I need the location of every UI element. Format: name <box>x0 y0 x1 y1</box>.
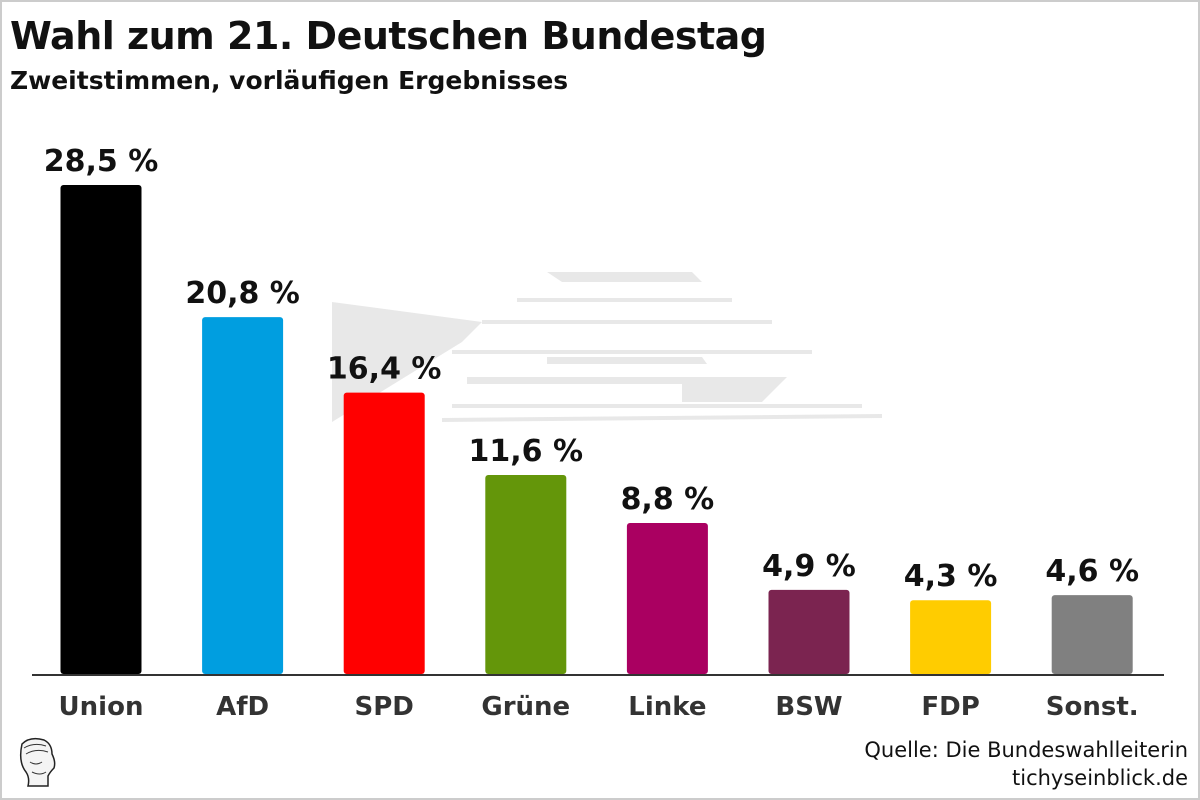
data-label: 4,9 % <box>762 549 856 584</box>
category-label: Linke <box>628 692 706 722</box>
category-label: SPD <box>355 692 414 722</box>
category-label: BSW <box>775 692 842 722</box>
bar-sonst <box>1051 595 1133 674</box>
data-label: 4,6 % <box>1045 554 1139 589</box>
bar-fdp <box>910 600 992 674</box>
chart-title: Wahl zum 21. Deutschen Bundestag <box>10 14 767 58</box>
data-label: 8,8 % <box>621 482 715 517</box>
hermes-head-logo-icon <box>12 732 62 792</box>
data-label: 4,3 % <box>904 559 998 594</box>
bar-grüne <box>485 474 567 674</box>
category-label: FDP <box>921 692 979 722</box>
source-note: Quelle: Die Bundeswahlleiterin tichysein… <box>864 736 1188 792</box>
category-label: Grüne <box>481 692 570 722</box>
bar-union <box>60 185 142 674</box>
data-label: 16,4 % <box>327 352 442 387</box>
data-label: 20,8 % <box>185 276 300 311</box>
background-watermark <box>332 272 882 422</box>
data-label: 11,6 % <box>469 434 584 469</box>
chart-subtitle: Zweitstimmen, vorläufigen Ergebnisses <box>10 66 569 95</box>
bar-bsw <box>768 589 850 674</box>
bar-afd <box>202 317 284 674</box>
bar-spd <box>343 392 425 674</box>
category-label: Union <box>59 692 144 722</box>
site-text: tichyseinblick.de <box>1012 766 1188 790</box>
source-text: Quelle: Die Bundeswahlleiterin <box>864 738 1188 762</box>
category-label: AfD <box>216 692 269 722</box>
category-label: Sonst. <box>1046 692 1139 722</box>
bar-linke <box>626 523 708 674</box>
data-label: 28,5 % <box>44 144 159 179</box>
